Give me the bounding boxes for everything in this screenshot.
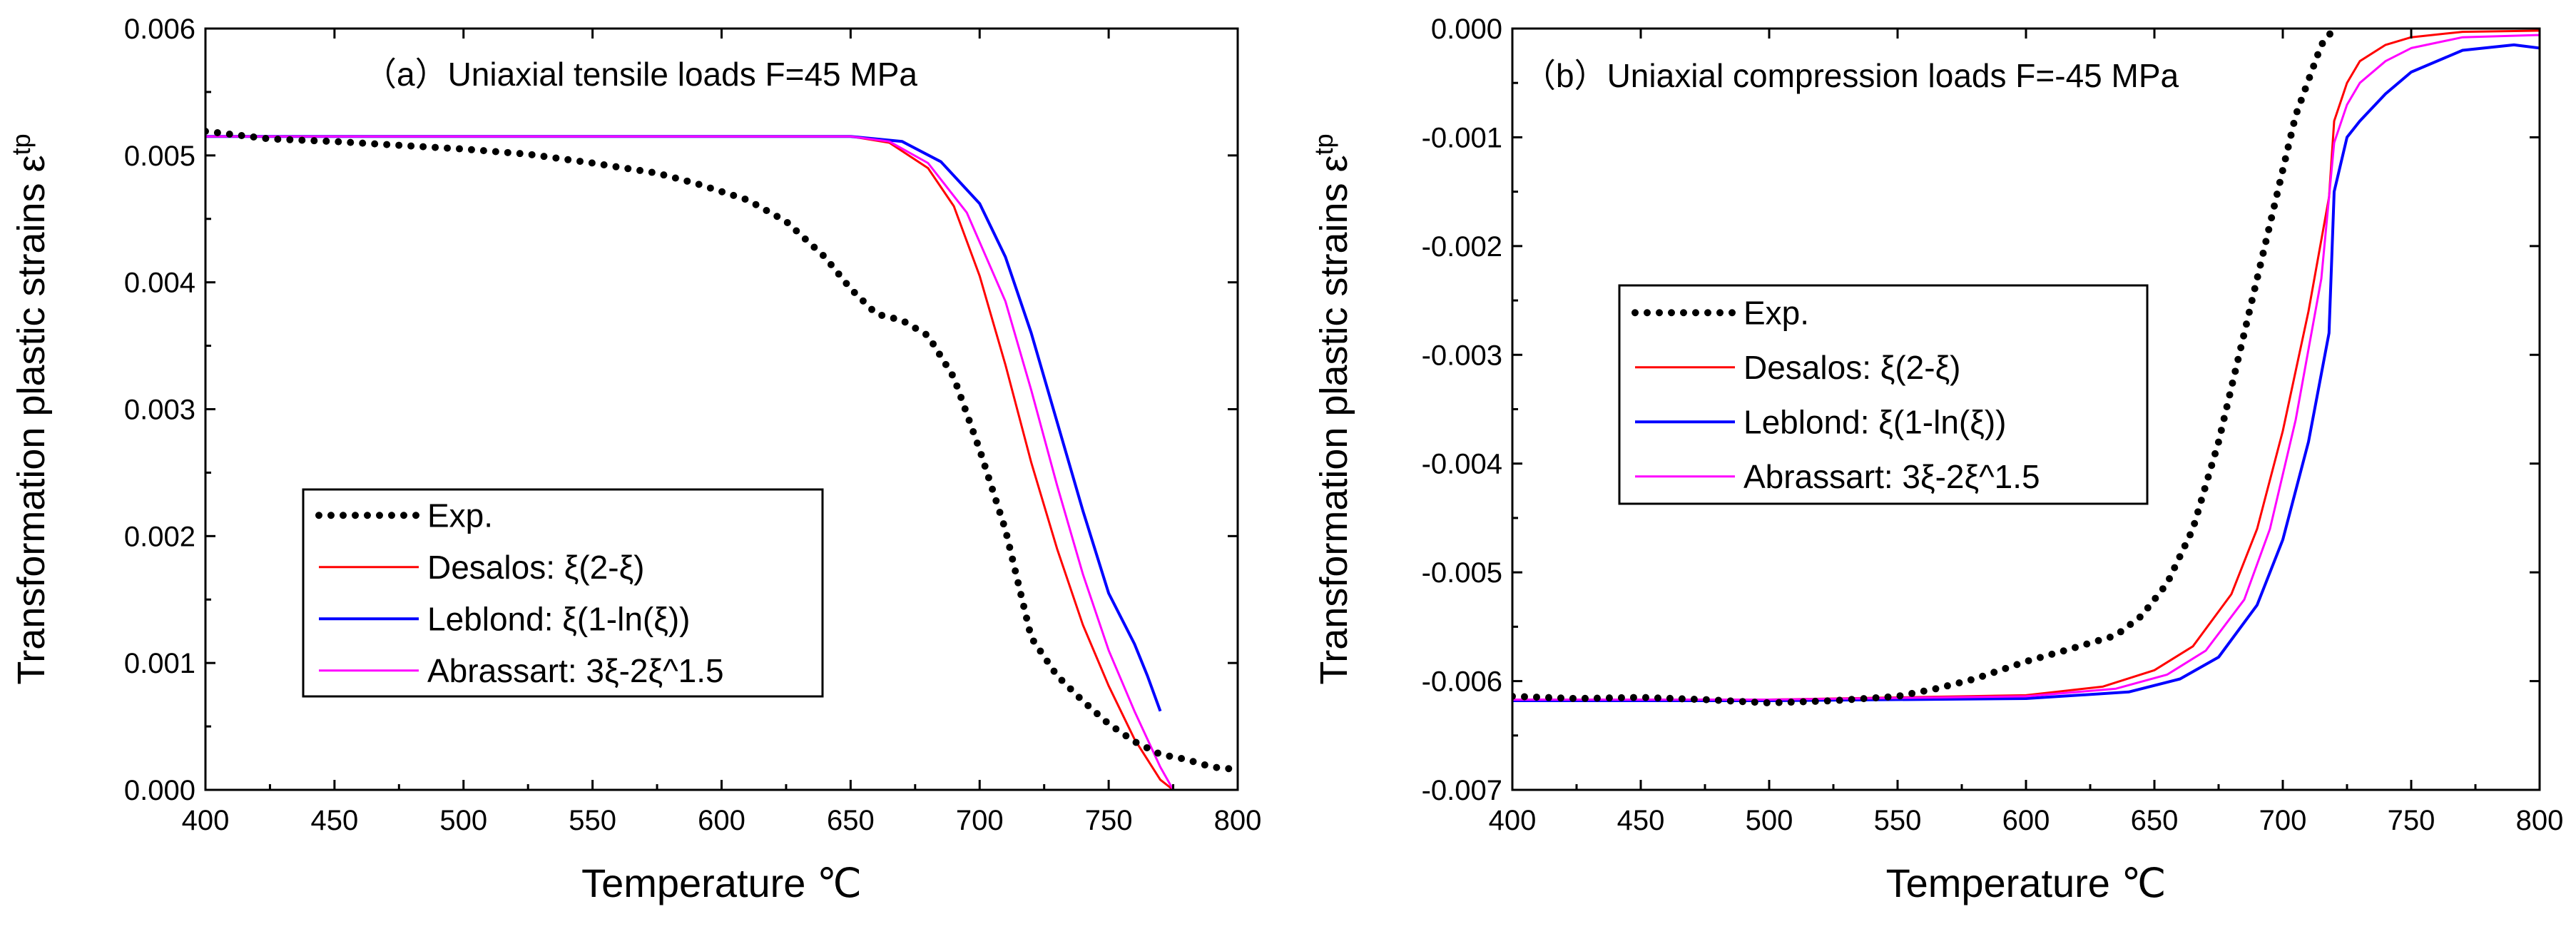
panel-b-y-tick-label: -0.006 bbox=[1422, 666, 1502, 698]
panel-b-legend-box bbox=[1618, 284, 2149, 505]
panel-a-data-lines bbox=[205, 128, 1238, 790]
panel-a-y-tick-label: 0.002 bbox=[124, 521, 195, 552]
panel-b-y-axis-label: Transformation plastic strains εtp bbox=[1309, 133, 1356, 684]
panel-a-legend-box bbox=[302, 488, 824, 698]
panel-b-x-axis-label: Temperature ℃ bbox=[1886, 861, 2167, 905]
panel-a-x-axis-label: Temperature ℃ bbox=[581, 861, 862, 905]
panel-a-y-tick-label: 0.000 bbox=[124, 775, 195, 806]
panel-a-legend-label-abrassart: Abrassart: 3ξ-2ξ^1.5 bbox=[427, 652, 724, 689]
panel-a-x-tick-label: 550 bbox=[569, 805, 616, 836]
panel-a-legend-label-desalos: Desalos: ξ(2-ξ) bbox=[427, 549, 644, 586]
panel-a-x-tick-label: 400 bbox=[182, 805, 230, 836]
panel-a-y-tick-label: 0.003 bbox=[124, 395, 195, 426]
panel-a-x-tick-label: 600 bbox=[698, 805, 745, 836]
panel-b-line-desalos bbox=[1512, 29, 2540, 701]
panel-a-line-abrassart bbox=[205, 135, 1174, 790]
panel-a-title: （a）Uniaxial tensile loads F=45 MPa bbox=[364, 56, 917, 93]
panel-a-x-tick-label: 650 bbox=[827, 805, 875, 836]
panel-b-line-leblond bbox=[1512, 43, 2540, 702]
panel-b-data-lines bbox=[1512, 29, 2540, 707]
panel-b-x-tick-label: 500 bbox=[1746, 805, 1793, 836]
panel-a-y-axis-label-text: Transformation plastic strains ε bbox=[10, 155, 53, 684]
panel-b-x-tick-label: 600 bbox=[2002, 805, 2050, 836]
panel-a-legend-label-exp: Exp. bbox=[427, 497, 493, 534]
panel-b-y-tick-label: 0.000 bbox=[1431, 14, 1502, 45]
panel-a-y-tick-label: 0.004 bbox=[124, 268, 195, 299]
panel-b-ticks: 400 450 500 550 600 650 700 750 800 -0.007 -0.006 -… bbox=[1422, 14, 2564, 836]
panel-a-y-axis-label: Transformation plastic strains εtp bbox=[6, 133, 54, 684]
panel-a-line-exp bbox=[205, 128, 1238, 773]
panel-a-plot-frame bbox=[204, 27, 1239, 791]
panel-b-y-tick-label: -0.002 bbox=[1422, 231, 1502, 263]
panel-a-y-tick-label: 0.005 bbox=[124, 141, 195, 172]
panel-a-legend: Exp. Desalos: ξ(2-ξ) Leblond: ξ(1-ln(ξ)) Ab… bbox=[302, 488, 824, 698]
panel-b-x-tick-label: 750 bbox=[2388, 805, 2435, 836]
panel-b-legend-label-desalos: Desalos: ξ(2-ξ) bbox=[1743, 349, 1960, 386]
panel-b-y-tick-label: -0.007 bbox=[1422, 775, 1502, 806]
panel-a-x-tick-label: 500 bbox=[439, 805, 487, 836]
panel-a-x-tick-label: 700 bbox=[956, 805, 1004, 836]
panel-a-y-tick-label: 0.006 bbox=[124, 14, 195, 45]
panel-a-legend-label-leblond: Leblond: ξ(1-ln(ξ)) bbox=[427, 600, 690, 637]
panel-a-x-tick-label: 750 bbox=[1085, 805, 1133, 836]
panel-b-x-tick-label: 700 bbox=[2259, 805, 2307, 836]
panel-b-legend-label-abrassart: Abrassart: 3ξ-2ξ^1.5 bbox=[1743, 458, 2040, 495]
panel-a-y-axis-label-superscript: tp bbox=[6, 133, 36, 155]
panel-b-legend-label-exp: Exp. bbox=[1743, 294, 1809, 331]
panel-a-y-axis-label-group: Transformation plastic strains εtp bbox=[6, 133, 54, 684]
panel-b-x-tick-label: 450 bbox=[1617, 805, 1665, 836]
panel-b-x-tick-label: 800 bbox=[2516, 805, 2564, 836]
panel-a: 400 450 500 550 600 650 700 750 800 0.000 0.001 0.0… bbox=[6, 14, 1262, 905]
panel-b-y-axis-label-text: Transformation plastic strains ε bbox=[1313, 155, 1355, 684]
panel-b-title: （b）Uniaxial compression loads F=-45 MPa bbox=[1523, 57, 2179, 94]
panel-b-plot-frame bbox=[1511, 27, 2541, 791]
panel-b-x-tick-label: 550 bbox=[1874, 805, 1922, 836]
panel-b-y-tick-label: -0.005 bbox=[1422, 557, 1502, 589]
panel-b: 400 450 500 550 600 650 700 750 800 -0.007 -0.006 -… bbox=[1309, 14, 2564, 905]
panel-b-y-tick-label: -0.001 bbox=[1422, 122, 1502, 153]
panel-a-x-tick-label: 450 bbox=[311, 805, 359, 836]
panel-b-y-tick-label: -0.004 bbox=[1422, 449, 1502, 480]
panel-b-line-abrassart bbox=[1512, 34, 2540, 701]
panel-b-y-axis-label-group: Transformation plastic strains εtp bbox=[1309, 133, 1356, 684]
panel-a-x-tick-label: 800 bbox=[1214, 805, 1262, 836]
panel-b-legend: Exp. Desalos: ξ(2-ξ) Leblond: ξ(1-ln(ξ)) Ab… bbox=[1618, 284, 2149, 505]
panel-b-x-tick-label: 400 bbox=[1489, 805, 1537, 836]
panel-b-line-exp bbox=[1512, 29, 2338, 707]
panel-b-y-tick-label: -0.003 bbox=[1422, 340, 1502, 371]
panel-a-ticks: 400 450 500 550 600 650 700 750 800 0.000 0.001 0.0… bbox=[124, 14, 1261, 836]
panel-b-x-tick-label: 650 bbox=[2131, 805, 2179, 836]
panel-a-y-tick-label: 0.001 bbox=[124, 648, 195, 679]
panel-b-y-axis-label-superscript: tp bbox=[1309, 133, 1338, 155]
panel-b-legend-label-leblond: Leblond: ξ(1-ln(ξ)) bbox=[1743, 403, 2006, 440]
